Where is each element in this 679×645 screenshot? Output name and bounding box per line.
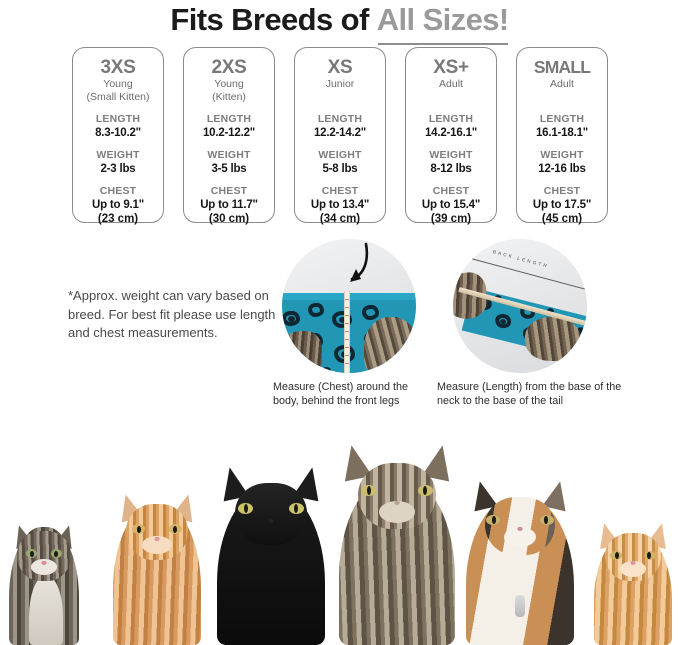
cat-front-leg-left <box>282 331 322 373</box>
size-box-xs[interactable]: XS Junior LENGTH 12.2-14.2" WEIGHT 5-8 l… <box>294 47 386 226</box>
length-label: LENGTH <box>317 113 363 125</box>
chest-label: CHEST <box>543 185 581 197</box>
page-title-accent: All Sizes! <box>376 2 509 37</box>
chest-photo-caption: Measure (Chest) around the body, behind … <box>273 381 409 407</box>
size-box-xs-weight-group: WEIGHT 5-8 lbs <box>295 149 385 176</box>
size-box-xs-chest-in: Up to 13.4" <box>310 199 370 211</box>
chest-direction-arrow-icon <box>350 242 369 282</box>
size-box-small-length-group: LENGTH 16.1-18.1" <box>517 113 607 140</box>
page-title: Fits Breeds of All Sizes! <box>0 0 679 45</box>
length-label: LENGTH <box>95 113 141 125</box>
size-box-small-weight: 12-16 lbs <box>538 163 586 175</box>
size-box-3xs-age: Young <box>103 78 133 90</box>
size-box-xs-plus-chest-in: Up to 15.4" <box>421 199 481 211</box>
size-box-xs-age-detail <box>295 91 385 104</box>
size-box-xs-length: 12.2-14.2" <box>313 127 367 139</box>
cat-photo-calico-cat <box>462 455 578 645</box>
size-box-small-chest-group: CHEST Up to 17.5" (45 cm) <box>517 185 607 226</box>
size-box-xs-plus[interactable]: XS+ Adult LENGTH 14.2-16.1" WEIGHT 8-12 … <box>405 47 497 226</box>
cat-photo-brown-maine-coon-cat <box>335 433 459 645</box>
size-box-small-chest-cm: (45 cm) <box>541 213 583 225</box>
chest-label: CHEST <box>210 185 248 197</box>
cat-breeds-photo-strip <box>0 430 679 645</box>
size-box-small-age: Adult <box>550 78 574 90</box>
weight-label: WEIGHT <box>429 149 473 161</box>
cat-photo-grey-tabby-kitten <box>4 485 84 645</box>
size-box-3xs-age-detail: (Small Kitten) <box>86 91 150 103</box>
size-box-2xs-age-detail: (Kitten) <box>212 91 246 103</box>
size-box-3xs-chest-group: CHEST Up to 9.1" (23 cm) <box>73 185 163 226</box>
weight-label: WEIGHT <box>540 149 584 161</box>
length-label: LENGTH <box>206 113 252 125</box>
size-box-2xs-chest-in: Up to 11.7" <box>200 199 258 211</box>
length-measurement-photo: BACK LENGTH <box>453 239 587 373</box>
size-box-small-weight-group: WEIGHT 12-16 lbs <box>517 149 607 176</box>
size-box-xs-chest-cm: (34 cm) <box>319 213 361 225</box>
size-box-2xs-size: 2XS <box>211 57 247 78</box>
size-box-2xs-weight: 3-5 lbs <box>211 163 247 175</box>
page-title-plain: Fits Breeds of <box>170 2 377 37</box>
size-box-3xs-length-group: LENGTH 8.3-10.2" <box>73 113 163 140</box>
size-box-3xs-weight-group: WEIGHT 2-3 lbs <box>73 149 163 176</box>
size-box-xs-plus-length: 14.2-16.1" <box>424 127 478 139</box>
weight-label: WEIGHT <box>318 149 362 161</box>
title-underline <box>377 43 508 45</box>
cat-hind-quarters-right <box>364 317 416 373</box>
size-box-small-size: SMALL <box>533 57 591 77</box>
length-label: LENGTH <box>539 113 585 125</box>
cat-hind-quarters-side <box>525 317 581 361</box>
size-box-2xs[interactable]: 2XS Young (Kitten) LENGTH 10.2-12.2" WEI… <box>183 47 275 226</box>
size-box-2xs-chest-group: CHEST Up to 11.7" (30 cm) <box>184 185 274 226</box>
size-box-3xs-chest-cm: (23 cm) <box>97 213 139 225</box>
size-box-xs-plus-chest-group: CHEST Up to 15.4" (39 cm) <box>406 185 496 226</box>
size-box-xs-plus-weight: 8-12 lbs <box>430 163 472 175</box>
size-box-xs-plus-chest-cm: (39 cm) <box>430 213 472 225</box>
size-box-xs-plus-size: XS+ <box>433 57 469 78</box>
size-box-xs-chest-group: CHEST Up to 13.4" (34 cm) <box>295 185 385 226</box>
cat-photo-orange-tabby-cat <box>108 460 206 645</box>
size-box-2xs-chest-cm: (30 cm) <box>208 213 250 225</box>
chest-label: CHEST <box>321 185 359 197</box>
size-box-xs-plus-age: Adult <box>439 78 463 90</box>
size-box-3xs-chest-in: Up to 9.1" <box>91 199 144 211</box>
size-box-3xs[interactable]: 3XS Young (Small Kitten) LENGTH 8.3-10.2… <box>72 47 164 226</box>
size-box-xs-size: XS <box>327 57 353 78</box>
size-box-3xs-length: 8.3-10.2" <box>95 127 141 139</box>
size-box-small[interactable]: SMALL Adult LENGTH 16.1-18.1" WEIGHT 12-… <box>516 47 608 226</box>
page-title-accent-wrap: All Sizes! <box>376 0 509 45</box>
size-box-xs-plus-age-detail <box>406 91 496 104</box>
size-box-xs-length-group: LENGTH 12.2-14.2" <box>295 113 385 140</box>
size-box-2xs-length-group: LENGTH 10.2-12.2" <box>184 113 274 140</box>
size-box-2xs-age: Young <box>214 78 244 90</box>
size-box-3xs-size: 3XS <box>100 57 136 78</box>
weight-label: WEIGHT <box>96 149 140 161</box>
cat-photo-black-longhair-cat <box>212 445 330 645</box>
page-header: Fits Breeds of All Sizes! <box>0 0 679 45</box>
size-chart: 3XS Young (Small Kitten) LENGTH 8.3-10.2… <box>72 47 608 226</box>
size-box-small-length: 16.1-18.1" <box>535 127 589 139</box>
approximate-weight-note: *Approx. weight can vary based on breed.… <box>68 288 276 340</box>
chest-measurement-photo <box>282 239 416 373</box>
size-box-2xs-length: 10.2-12.2" <box>202 127 256 139</box>
chest-label: CHEST <box>99 185 137 197</box>
chest-label: CHEST <box>432 185 470 197</box>
size-box-xs-age: Junior <box>325 78 355 90</box>
cat-photo-ginger-kitten <box>590 493 676 645</box>
measuring-tape-vertical <box>344 291 350 373</box>
size-box-3xs-weight: 2-3 lbs <box>100 163 136 175</box>
size-box-xs-weight: 5-8 lbs <box>322 163 358 175</box>
size-box-xs-plus-weight-group: WEIGHT 8-12 lbs <box>406 149 496 176</box>
size-box-2xs-weight-group: WEIGHT 3-5 lbs <box>184 149 274 176</box>
length-photo-caption: Measure (Length) from the base of the ne… <box>437 381 622 407</box>
size-box-xs-plus-length-group: LENGTH 14.2-16.1" <box>406 113 496 140</box>
length-label: LENGTH <box>428 113 474 125</box>
size-box-small-chest-in: Up to 17.5" <box>532 199 592 211</box>
weight-label: WEIGHT <box>207 149 251 161</box>
size-box-small-age-detail <box>517 91 607 104</box>
cat-collar-charm <box>515 595 525 617</box>
